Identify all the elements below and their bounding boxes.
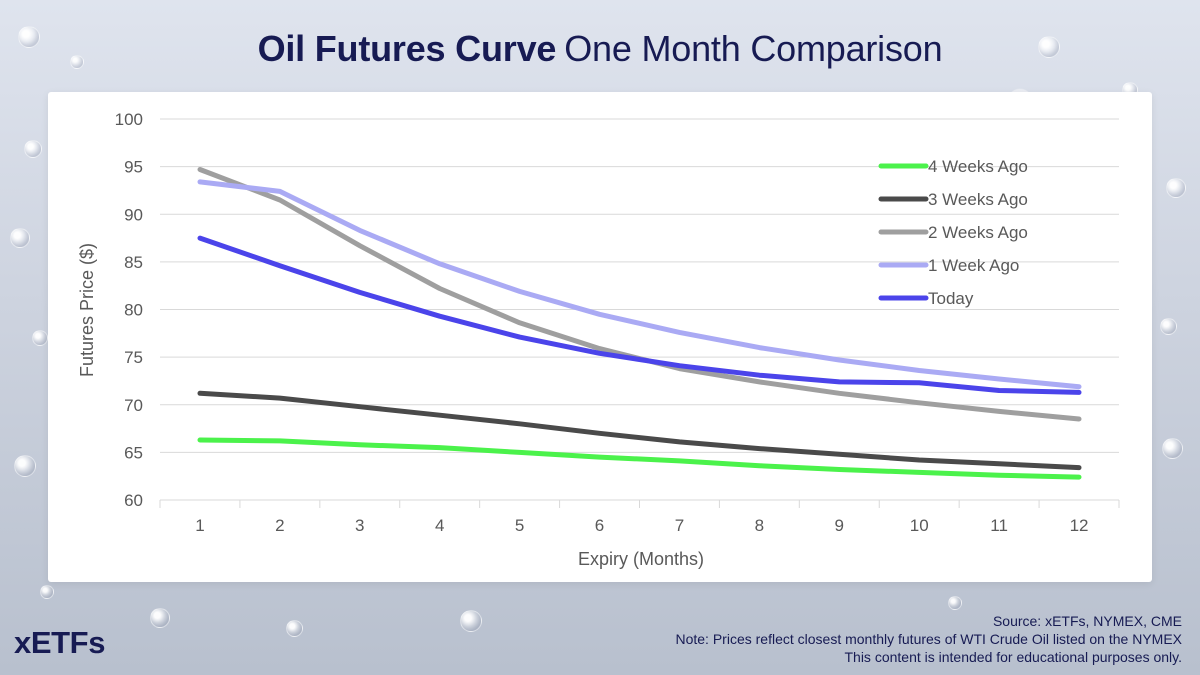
x-tick-label: 2 — [275, 516, 284, 535]
prices-note: Note: Prices reflect closest monthly fut… — [675, 631, 1182, 647]
x-tick-label: 5 — [515, 516, 524, 535]
legend: 4 Weeks Ago 3 Weeks Ago 2 Weeks Ago 1 Week … — [878, 157, 1028, 308]
series-line-1-week-ago — [197, 179, 1082, 390]
background-bubble — [40, 585, 54, 599]
source-note: Source: xETFs, NYMEX, CME — [992, 613, 1182, 629]
x-tick-label: 12 — [1070, 516, 1089, 535]
y-tick-label: 60 — [124, 491, 143, 510]
legend-item-label: 1 Week Ago — [928, 256, 1019, 275]
y-tick-label: 75 — [124, 348, 143, 367]
x-tick-label: 4 — [435, 516, 444, 535]
y-tick-label: 95 — [124, 158, 143, 177]
title-regular-text: One Month Comparison — [564, 28, 943, 69]
background-bubble — [1162, 438, 1183, 459]
series-line-4-weeks-ago — [197, 437, 1082, 480]
background-bubble — [460, 610, 482, 632]
x-tick-label: 11 — [990, 516, 1008, 535]
x-tick-label: 10 — [910, 516, 929, 535]
x-tick-label: 9 — [835, 516, 844, 535]
x-tick-label: 1 — [195, 516, 204, 535]
page-title: Oil Futures Curve One Month Comparison — [0, 27, 1200, 71]
brand-text: xETFs — [14, 625, 106, 660]
y-tick-label: 70 — [124, 396, 143, 415]
background-bubble — [286, 620, 303, 637]
background-bubble — [32, 330, 48, 346]
y-tick-label: 100 — [115, 110, 143, 129]
background-bubble — [150, 608, 170, 628]
x-tick-label: 7 — [675, 516, 684, 535]
series-line-today — [197, 235, 1082, 395]
series-line-3-weeks-ago — [197, 390, 1082, 471]
y-tick-label: 80 — [124, 301, 143, 320]
title-bold-text: Oil Futures Curve — [257, 28, 557, 69]
x-tick-label: 8 — [755, 516, 764, 535]
y-tick-label: 85 — [124, 253, 143, 272]
legend-item-label: 3 Weeks Ago — [928, 190, 1028, 209]
footer-notes: Source: xETFs, NYMEX, CME Note: Prices r… — [542, 612, 1182, 666]
disclaimer-note: This content is intended for educational… — [844, 649, 1182, 665]
legend-item-label: Today — [928, 289, 974, 308]
background-bubble — [948, 596, 962, 610]
chart-card: 60 65 70 75 80 85 90 95 100 1 2 3 4 5 6 7 8 9 10 11 12 4 Wee… — [48, 92, 1152, 582]
legend-item-label: 4 Weeks Ago — [928, 157, 1028, 176]
background-bubble — [1166, 178, 1186, 198]
x-tick-label: 6 — [595, 516, 604, 535]
y-axis-label: Futures Price ($) — [77, 243, 97, 377]
legend-item-label: 2 Weeks Ago — [928, 223, 1028, 242]
y-tick-label: 90 — [124, 205, 143, 224]
background-bubble — [1160, 318, 1177, 335]
x-axis-label: Expiry (Months) — [578, 549, 704, 569]
background-bubble — [24, 140, 42, 158]
background-bubble — [14, 455, 36, 477]
x-tick-label: 3 — [355, 516, 364, 535]
series-layer — [197, 167, 1082, 480]
background-bubble — [10, 228, 30, 248]
brand-logo: xETFs — [14, 626, 105, 660]
y-tick-label: 65 — [124, 443, 143, 462]
